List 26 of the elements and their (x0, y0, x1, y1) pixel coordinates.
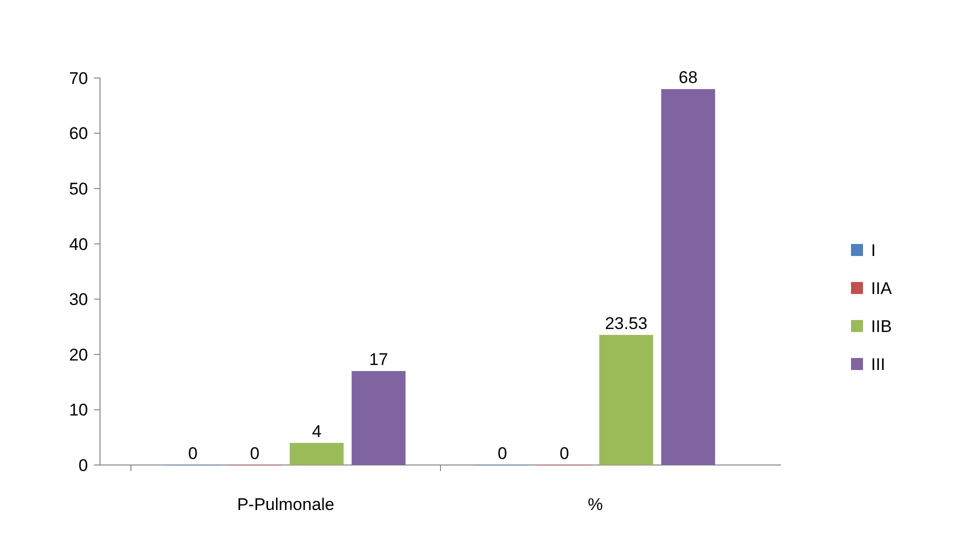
data-label: 0 (188, 444, 198, 463)
bar (352, 371, 406, 465)
data-label: 17 (369, 350, 388, 370)
data-label: 4 (312, 422, 322, 441)
y-tick-label: 60 (69, 124, 88, 144)
y-tick-label: 30 (69, 290, 88, 310)
bar (599, 334, 654, 465)
legend-label: IIB (871, 316, 892, 336)
y-tick-label: 0 (78, 456, 88, 475)
data-label: 0 (560, 444, 570, 463)
data-label: 68 (678, 68, 698, 88)
y-tick-label: 20 (69, 345, 88, 364)
bar (290, 442, 344, 465)
y-tick-label: 50 (69, 180, 88, 199)
legend-label: I (871, 240, 876, 260)
legend-label: III (871, 354, 886, 374)
x-tick-label: P-Pulmonale (237, 495, 334, 514)
y-tick-label: 70 (69, 68, 88, 88)
data-label: 23.53 (604, 314, 648, 333)
y-tick-label: 10 (69, 400, 88, 420)
data-label: 0 (250, 444, 260, 463)
y-tick-label: 40 (69, 234, 88, 254)
bar (661, 89, 716, 465)
data-label: 0 (498, 444, 508, 463)
x-tick-label: % (588, 495, 603, 514)
legend-label: IIA (871, 278, 892, 298)
